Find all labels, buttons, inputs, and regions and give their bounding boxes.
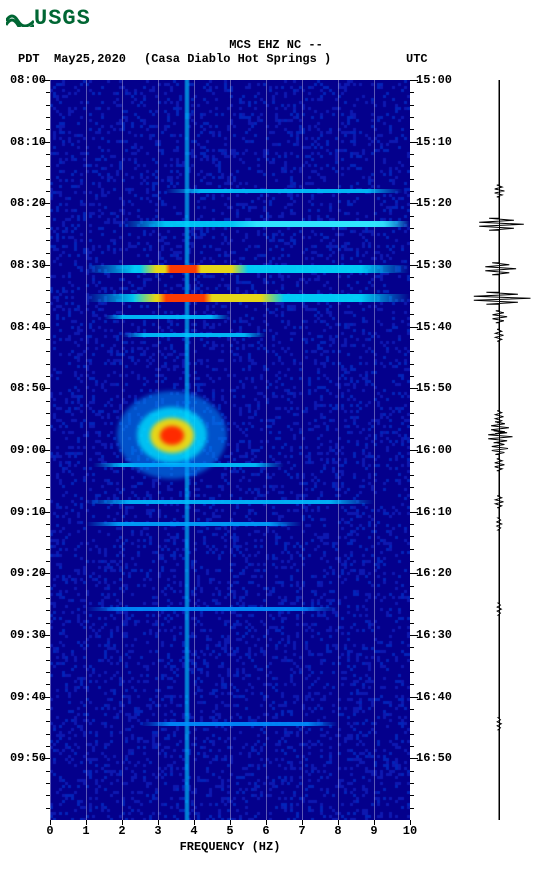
y-tick-right: 15:10	[416, 135, 452, 149]
event-band	[50, 500, 410, 504]
x-tick-label: 8	[334, 824, 341, 838]
y-tick-left: 08:30	[2, 258, 46, 272]
event-band	[50, 294, 410, 302]
y-tick-right: 16:10	[416, 505, 452, 519]
x-axis-label: FREQUENCY (HZ)	[50, 840, 410, 854]
y-tick-left: 08:10	[2, 135, 46, 149]
event-band	[50, 607, 410, 611]
y-tick-right: 15:00	[416, 73, 452, 87]
y-tick-left: 09:20	[2, 566, 46, 580]
y-tick-left: 09:50	[2, 751, 46, 765]
y-tick-left: 08:00	[2, 73, 46, 87]
y-tick-right: 16:50	[416, 751, 452, 765]
y-tick-left: 09:30	[2, 628, 46, 642]
y-tick-right: 16:00	[416, 443, 452, 457]
waveform-panel	[454, 80, 544, 820]
y-tick-left: 08:50	[2, 381, 46, 395]
event-band	[50, 189, 410, 193]
usgs-logo-text: USGS	[34, 6, 91, 31]
y-tick-right: 16:30	[416, 628, 452, 642]
y-tick-left: 09:10	[2, 505, 46, 519]
x-tick-label: 10	[403, 824, 417, 838]
spectrogram-plot: FREQUENCY (HZ) 012345678910	[50, 80, 410, 820]
x-tick-label: 4	[190, 824, 197, 838]
event-band	[50, 221, 410, 227]
spectral-cluster	[160, 426, 184, 445]
x-tick-label: 5	[226, 824, 233, 838]
x-tick-label: 9	[370, 824, 377, 838]
y-tick-right: 15:40	[416, 320, 452, 334]
y-tick-left: 08:40	[2, 320, 46, 334]
right-tz-label: UTC	[406, 52, 428, 66]
y-tick-right: 16:20	[416, 566, 452, 580]
chart-title: MCS EHZ NC --	[0, 38, 552, 52]
event-band	[50, 522, 410, 526]
usgs-wave-icon	[6, 9, 34, 27]
y-tick-right: 15:30	[416, 258, 452, 272]
x-tick-label: 7	[298, 824, 305, 838]
y-tick-left: 09:00	[2, 443, 46, 457]
spectrogram-image	[50, 80, 410, 820]
y-tick-right: 15:20	[416, 196, 452, 210]
y-tick-right: 15:50	[416, 381, 452, 395]
y-tick-right: 16:40	[416, 690, 452, 704]
x-tick-label: 0	[46, 824, 53, 838]
x-tick-label: 6	[262, 824, 269, 838]
usgs-logo: USGS	[6, 6, 91, 31]
x-tick-label: 1	[82, 824, 89, 838]
event-band	[50, 463, 410, 467]
event-band	[50, 265, 410, 273]
event-band	[50, 333, 410, 337]
left-tz-label: PDT	[18, 52, 40, 66]
waveform-trace	[454, 80, 544, 820]
x-tick-label: 3	[154, 824, 161, 838]
date-label: May25,2020	[54, 52, 126, 66]
event-band	[50, 315, 410, 319]
location-label: (Casa Diablo Hot Springs )	[144, 52, 331, 66]
y-tick-left: 08:20	[2, 196, 46, 210]
x-tick-label: 2	[118, 824, 125, 838]
y-tick-left: 09:40	[2, 690, 46, 704]
event-band	[50, 722, 410, 726]
